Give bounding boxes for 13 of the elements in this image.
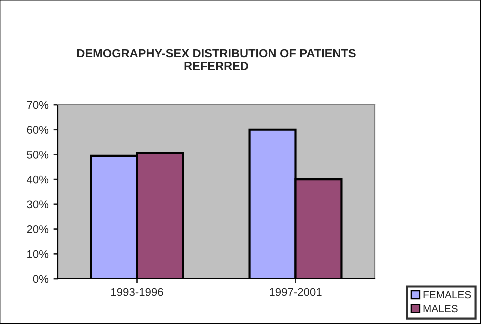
x-tick-label: 1997-2001 <box>270 288 322 296</box>
y-tick-label: 20% <box>27 226 49 234</box>
y-tick-label: 60% <box>27 126 49 134</box>
y-tick-label: 0% <box>33 275 49 284</box>
y-tick-label: 70% <box>27 101 49 110</box>
legend-label: FEMALES <box>424 291 472 299</box>
legend-label: MALES <box>424 305 458 313</box>
chart-title: DEMOGRAPHY-SEX DISTRIBUTION OF PATIENTS REFERRED <box>77 49 356 70</box>
y-tick-label: 10% <box>28 250 49 258</box>
x-tick-label: 1993-1996 <box>112 288 164 296</box>
y-tick-label: 40% <box>26 176 49 184</box>
y-tick-label: 30% <box>27 200 49 209</box>
y-tick-label: 50% <box>27 150 49 159</box>
